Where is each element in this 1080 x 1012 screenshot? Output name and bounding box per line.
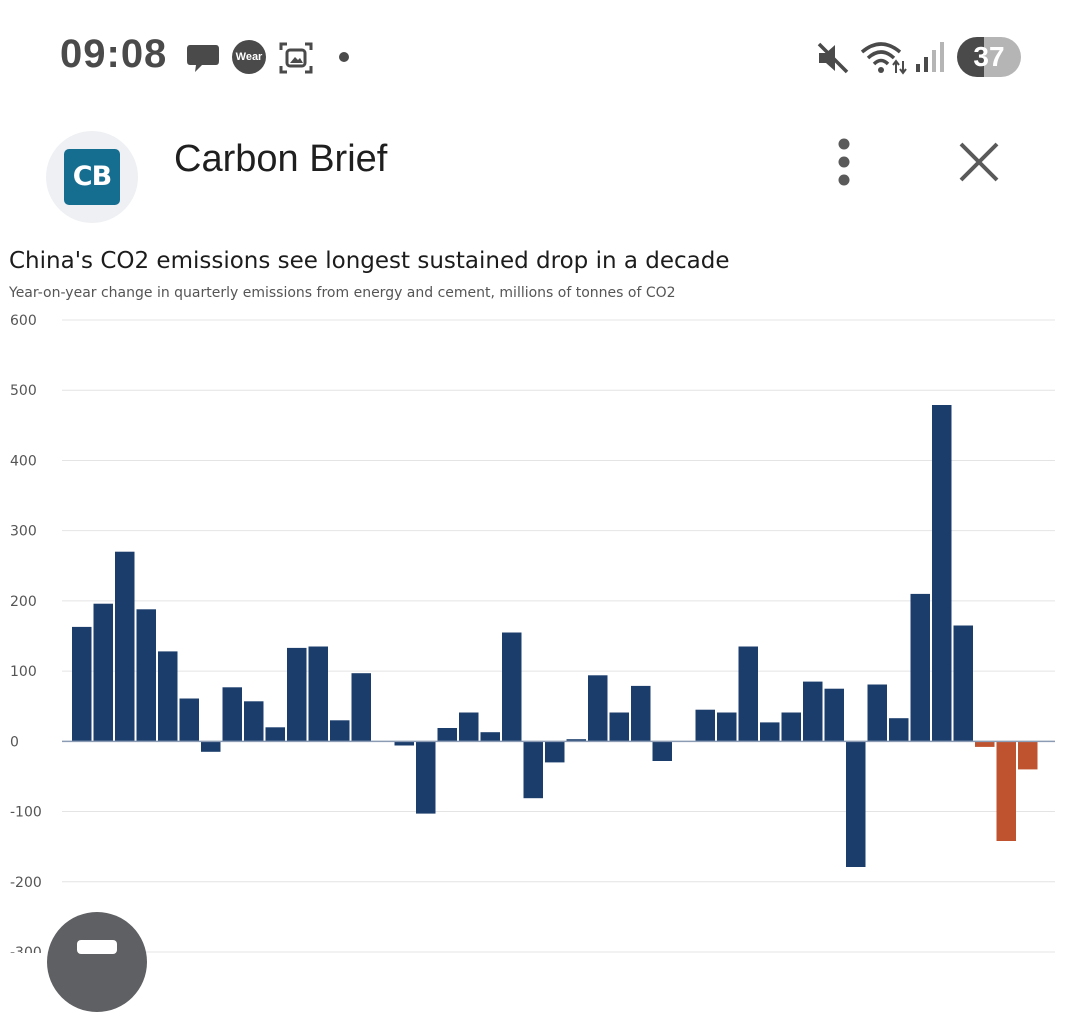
bar[interactable] [394,741,415,746]
bar[interactable] [932,405,952,742]
y-tick-label: 600 [10,313,37,329]
battery-indicator: 37 [957,37,1021,77]
wifi-icon [860,42,907,75]
bar[interactable] [244,701,264,742]
more-vertical-icon [838,138,850,186]
status-bar: 09:08 Wear 37 [0,0,1080,115]
clock: 09:08 [60,32,168,76]
bar[interactable] [566,739,587,742]
y-tick-label: -200 [10,875,42,891]
app-bar: CB Carbon Brief [0,115,1080,225]
bar[interactable] [502,632,522,742]
bar[interactable] [136,609,157,742]
floating-action-button[interactable] [47,912,147,1012]
y-tick-label: -300 [10,945,42,953]
bar[interactable] [115,551,135,742]
bar[interactable] [889,718,909,742]
bar[interactable] [480,732,501,742]
bar[interactable] [631,685,651,742]
bar[interactable] [588,675,608,742]
bar[interactable] [93,603,114,742]
screenshot-icon [279,42,313,74]
bar[interactable] [717,712,737,742]
chat-bubble-icon [187,45,219,72]
y-tick-label: -100 [10,805,42,821]
site-logo[interactable]: CB [46,131,138,223]
bar[interactable] [867,684,888,742]
bar[interactable] [910,593,931,742]
bar[interactable] [72,626,92,742]
bar[interactable] [330,720,350,742]
bar[interactable] [695,709,716,742]
bar[interactable] [222,687,243,742]
fab-icon [77,940,117,954]
bar[interactable] [545,741,565,763]
bar[interactable] [846,741,866,867]
close-icon [959,142,999,182]
bar[interactable] [1018,741,1038,770]
bar[interactable] [308,646,329,742]
bar[interactable] [416,741,436,814]
bar[interactable] [975,741,995,747]
bar[interactable] [179,698,200,742]
emissions-chart: 600 500 400 300 200 100 0 -100 -200 -300 China's … [0,232,1080,953]
bar[interactable] [781,712,802,742]
bar[interactable] [287,647,307,742]
site-logo-mark: CB [64,149,120,205]
wear-label: Wear [235,51,263,63]
bar[interactable] [652,741,673,761]
bar[interactable] [803,681,823,742]
y-tick-label: 0 [10,734,19,750]
wear-icon: Wear [232,40,266,74]
bar[interactable] [824,688,845,742]
dot-icon [339,52,349,62]
bar[interactable] [953,625,974,742]
bar[interactable] [437,728,458,742]
more-options-button[interactable] [820,135,868,191]
y-tick-label: 300 [10,524,37,540]
bar[interactable] [996,741,1017,841]
y-tick-label: 100 [10,664,37,680]
chart-canvas: 600 500 400 300 200 100 0 -100 -200 -300 [10,313,1055,953]
mute-icon [817,42,849,74]
bar[interactable] [265,727,286,742]
bar[interactable] [459,712,479,742]
bar[interactable] [760,722,780,742]
chart-subtitle: Year-on-year change in quarterly emissio… [9,285,676,301]
bar[interactable] [523,741,544,799]
chart-title: China's CO2 emissions see longest sustai… [9,248,730,274]
y-tick-label: 200 [10,594,37,610]
close-button[interactable] [950,135,1008,191]
app-title: Carbon Brief [174,138,388,180]
y-tick-label: 400 [10,453,37,469]
signal-icon [916,42,944,72]
bar[interactable] [609,712,630,742]
y-tick-label: 500 [10,383,37,399]
bar[interactable] [351,673,372,742]
bar[interactable] [738,646,759,742]
bar[interactable] [158,651,178,742]
bar[interactable] [201,741,221,752]
